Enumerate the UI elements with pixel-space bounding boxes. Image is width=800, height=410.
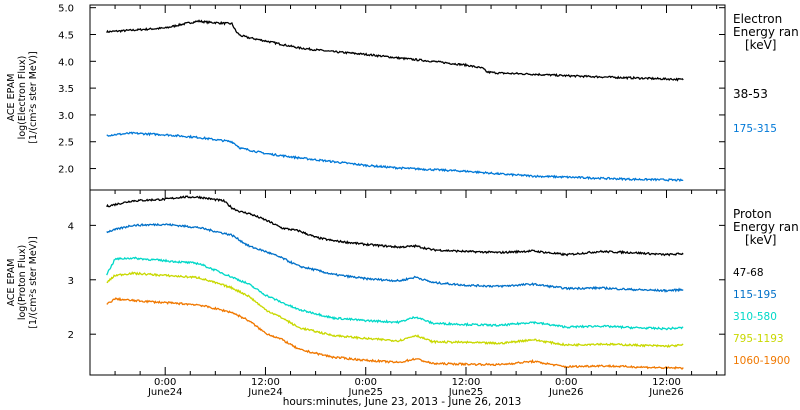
y-tick-label: 2.5 — [58, 138, 74, 149]
y-axis-label-line: ACE EPAM — [6, 74, 17, 122]
legend-entry: 310-580 — [733, 311, 777, 323]
legend-title-line: Proton — [733, 207, 772, 221]
x-tick-date-label: June25 — [448, 387, 484, 398]
series-line — [106, 256, 684, 331]
x-axis: 0:00June2412:00June240:00June2512:00June… — [114, 5, 718, 398]
series-line — [106, 19, 684, 82]
y-tick-label: 4.5 — [58, 30, 74, 41]
y-axis-label-line: [1/(cm²s ster MeV)] — [28, 51, 39, 143]
x-tick-date-label: June25 — [347, 387, 383, 398]
y-axis-label-line: log(Proton Flux) — [17, 245, 28, 320]
series-line — [106, 131, 684, 182]
x-tick-date-label: June24 — [247, 387, 283, 398]
x-tick-date-label: June24 — [147, 387, 183, 398]
y-axis-label-line: ACE EPAM — [6, 259, 17, 307]
x-tick-date-label: June26 — [648, 387, 684, 398]
plot-frame — [89, 189, 726, 376]
legend-title-line: Energy ran — [733, 220, 799, 234]
series-line — [106, 195, 684, 257]
proton-panel: 2 3 4 ACE EPAM log(Proton Flux) [1/(cm²s ster… — [6, 189, 799, 376]
legend-entry: 1060-1900 — [733, 355, 790, 367]
series-line — [106, 271, 684, 348]
electron-panel: 2.0 2.5 3.0 3.5 4.0 4.5 5.0 ACE EPAM log(Electro… — [6, 4, 799, 191]
legend-title-line: [keV] — [745, 233, 776, 247]
y-tick-label: 3 — [68, 276, 74, 287]
legend-title-line: Energy ran — [733, 25, 799, 39]
legend-entry: 175-315 — [733, 123, 777, 135]
x-axis-title: hours:minutes, June 23, 2013 - June 26, … — [283, 396, 522, 408]
y-axis-label-line: [1/(cm²s ster MeV)] — [28, 236, 39, 328]
legend-entry: 47-68 — [733, 267, 764, 279]
y-tick-label: 2 — [68, 330, 74, 341]
legend-title-line: Electron — [733, 12, 782, 26]
legend-title-line: [keV] — [745, 38, 776, 52]
y-axis-label-line: log(Electron Flux) — [17, 56, 28, 140]
series-line — [106, 296, 684, 370]
x-tick-date-label: June26 — [548, 387, 584, 398]
y-tick-label: 5.0 — [58, 4, 74, 15]
x-tick-time-label: 12:00 — [251, 377, 280, 388]
legend-entry: 795-1193 — [733, 333, 784, 345]
y-tick-label: 4 — [68, 221, 74, 232]
legend-entry: 38-53 — [733, 87, 768, 101]
y-tick-label: 2.0 — [58, 165, 74, 176]
plot-frame — [89, 4, 726, 191]
y-tick-label: 3.0 — [58, 111, 74, 122]
y-tick-label: 4.0 — [58, 57, 74, 68]
y-tick-label: 3.5 — [58, 84, 74, 95]
x-tick-time-label: 12:00 — [652, 377, 681, 388]
x-tick-time-label: 0:00 — [154, 377, 176, 388]
x-tick-time-label: 0:00 — [555, 377, 577, 388]
legend-entry: 115-195 — [733, 289, 777, 301]
x-tick-time-label: 0:00 — [354, 377, 376, 388]
x-tick-time-label: 12:00 — [452, 377, 481, 388]
series-line — [106, 222, 684, 293]
